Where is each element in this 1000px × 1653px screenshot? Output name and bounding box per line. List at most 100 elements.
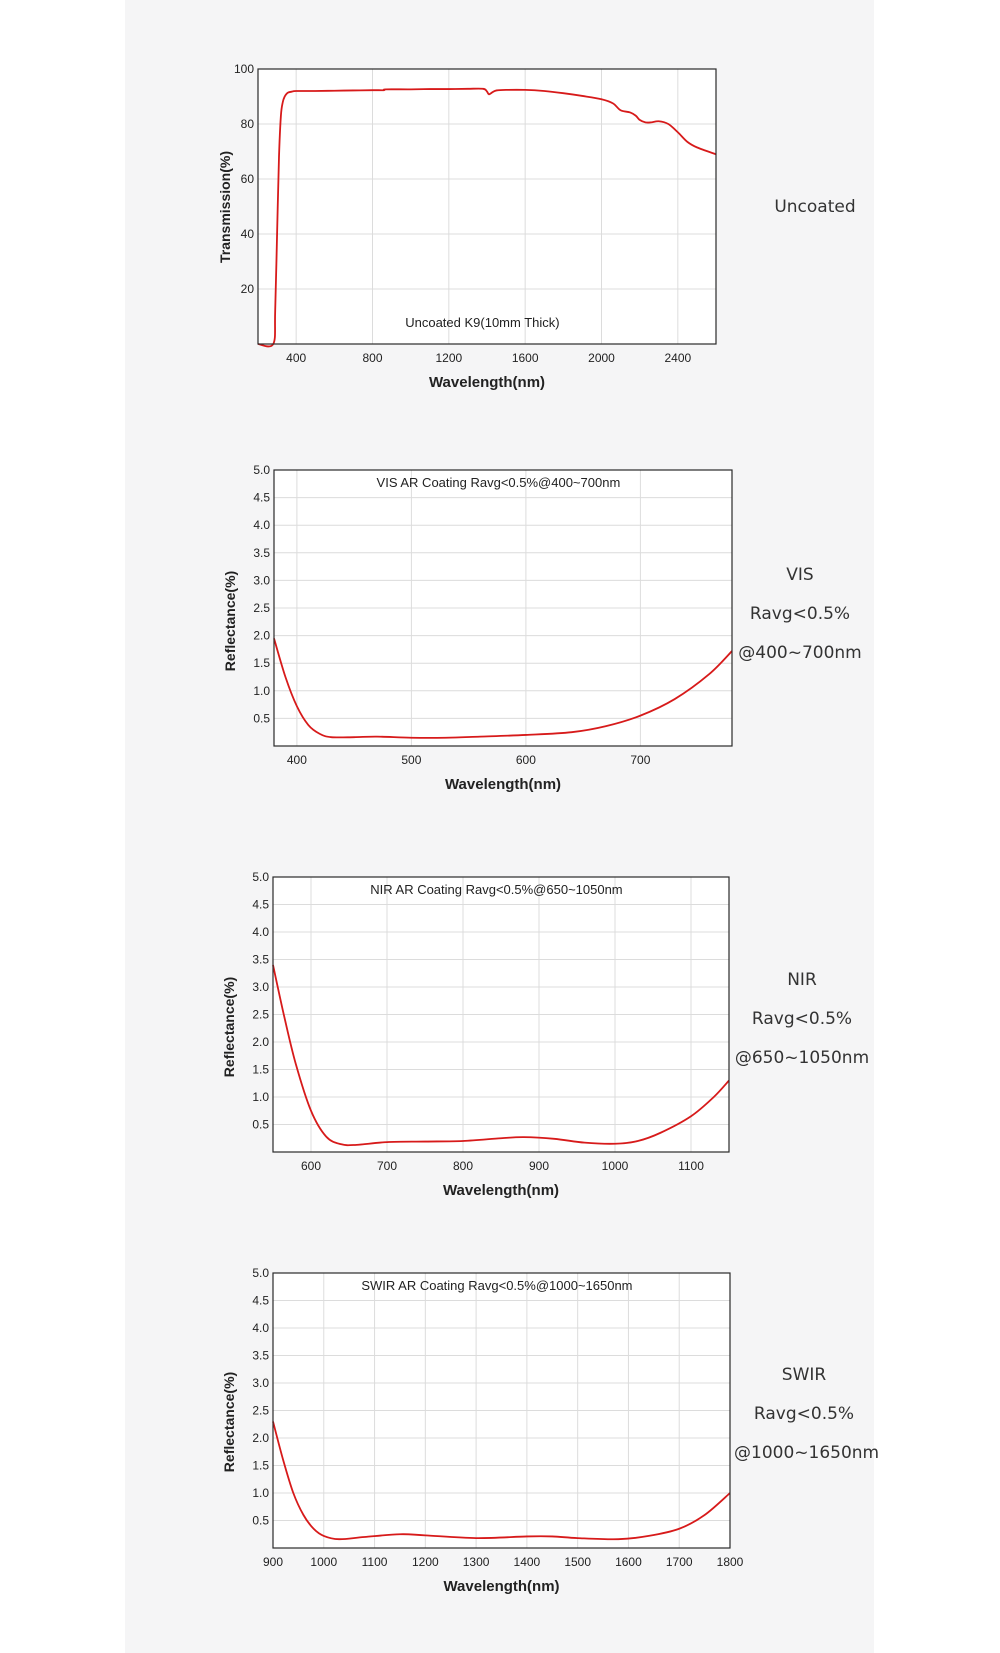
- x-tick-label: 600: [516, 753, 536, 767]
- chart-svg-uncoated: 400 800 1200 1600 2000 2400 20 40 60 80 100 Uncoate…: [217, 62, 717, 391]
- y-tick-label: 2.0: [252, 1035, 269, 1049]
- side-label-line: Ravg<0.5%: [749, 604, 851, 624]
- x-tick-label: 1000: [602, 1159, 629, 1173]
- y-tick-label: 3.0: [252, 1376, 269, 1390]
- y-tick-label: 20: [241, 282, 255, 296]
- side-label-nir: NIR Ravg<0.5% @650~1050nm: [732, 972, 872, 1067]
- y-axis-label: Reflectance(%): [222, 571, 238, 671]
- y-tick-label: 3.5: [252, 953, 269, 967]
- side-label-vis: VIS Ravg<0.5% @400~700nm: [730, 567, 870, 662]
- x-tick-label: 1800: [717, 1555, 744, 1569]
- y-axis-label: Reflectance(%): [221, 1372, 237, 1472]
- y-tick-label: 60: [241, 172, 255, 186]
- x-tick-label: 1100: [362, 1555, 388, 1569]
- chart-svg-swir: 900 1000 1100 1200 1300 1400 1500 1600 1700 1800 0…: [221, 1266, 744, 1595]
- chart-title: Uncoated K9(10mm Thick): [405, 315, 559, 330]
- y-tick-label: 0.5: [252, 1514, 269, 1528]
- y-tick-label: 2.0: [252, 1431, 269, 1445]
- y-tick-label: 5.0: [252, 870, 269, 884]
- x-tick-label: 1600: [615, 1555, 642, 1569]
- x-tick-label: 800: [453, 1159, 473, 1173]
- plot-frame: [257, 68, 717, 345]
- side-label-line: @400~700nm: [738, 643, 862, 663]
- y-tick-label: 100: [234, 62, 254, 76]
- y-tick-label: 2.5: [253, 601, 270, 615]
- x-tick-label: 1300: [463, 1555, 490, 1569]
- y-tick-label: 2.5: [252, 1404, 269, 1418]
- x-tick-label: 1100: [678, 1159, 704, 1173]
- x-tick-label: 800: [362, 351, 382, 365]
- side-label-line: @650~1050nm: [734, 1048, 870, 1068]
- y-tick-label: 40: [241, 227, 255, 241]
- x-tick-label: 1000: [310, 1555, 337, 1569]
- y-axis-label: Reflectance(%): [221, 977, 237, 1077]
- plot-frame: [272, 1272, 731, 1549]
- y-tick-label: 5.0: [253, 463, 270, 477]
- y-tick-label: 3.5: [253, 546, 270, 560]
- x-tick-label: 400: [287, 753, 307, 767]
- y-tick-label: 4.0: [253, 518, 270, 532]
- plot-frame: [272, 876, 730, 1153]
- side-label-line: NIR: [787, 970, 817, 990]
- x-tick-label: 1400: [514, 1555, 541, 1569]
- side-label-uncoated: Uncoated: [745, 199, 885, 216]
- y-axis-label: Transmission(%): [217, 151, 233, 263]
- x-tick-label: 1700: [666, 1555, 693, 1569]
- x-tick-label: 700: [630, 753, 650, 767]
- x-tick-label: 2400: [664, 351, 691, 365]
- y-tick-label: 2.0: [253, 629, 270, 643]
- side-label-line: @1000~1650nm: [734, 1443, 880, 1463]
- x-tick-label: 1200: [435, 351, 462, 365]
- y-tick-label: 4.0: [252, 1321, 269, 1335]
- y-tick-label: 4.5: [252, 898, 269, 912]
- series-line: [273, 638, 733, 739]
- chart-title: SWIR AR Coating Ravg<0.5%@1000~1650nm: [361, 1278, 632, 1293]
- y-tick-label: 1.5: [252, 1459, 269, 1473]
- series-line: [272, 964, 730, 1147]
- x-tick-label: 900: [263, 1555, 283, 1569]
- chart-nir: 600 700 800 900 1000 1100 0.5 1.0 1.5 2.0 2.5 3.0 3.…: [125, 800, 874, 1200]
- side-label-line: SWIR: [781, 1365, 827, 1385]
- x-tick-label: 2000: [588, 351, 615, 365]
- y-tick-label: 0.5: [252, 1118, 269, 1132]
- x-axis-label: Wavelength(nm): [429, 374, 545, 391]
- x-axis-label: Wavelength(nm): [443, 1578, 559, 1595]
- chart-svg-nir: 600 700 800 900 1000 1100 0.5 1.0 1.5 2.0 2.5 3.0 3.…: [221, 870, 730, 1199]
- chart-title: NIR AR Coating Ravg<0.5%@650~1050nm: [370, 882, 622, 897]
- y-tick-label: 1.5: [253, 656, 270, 670]
- y-tick-label: 4.5: [253, 491, 270, 505]
- x-tick-label: 900: [529, 1159, 549, 1173]
- series-line: [257, 87, 717, 348]
- y-tick-label: 3.0: [253, 573, 270, 587]
- x-axis-label: Wavelength(nm): [443, 1182, 559, 1199]
- side-label-line: VIS: [786, 565, 814, 585]
- y-tick-label: 2.5: [252, 1008, 269, 1022]
- y-tick-label: 80: [241, 117, 255, 131]
- y-tick-label: 4.5: [252, 1294, 269, 1308]
- side-label-line: Ravg<0.5%: [753, 1404, 855, 1424]
- x-axis-label: Wavelength(nm): [445, 776, 561, 793]
- chart-vis: 400 500 600 700 0.5 1.0 1.5 2.0 2.5 3.0 3.5 4.0 4.5 5…: [125, 400, 874, 800]
- series-line: [272, 1421, 731, 1541]
- x-tick-label: 400: [286, 351, 306, 365]
- chart-svg-vis: 400 500 600 700 0.5 1.0 1.5 2.0 2.5 3.0 3.5 4.0 4.5 5…: [222, 463, 733, 793]
- side-label-line: Uncoated: [774, 197, 856, 217]
- x-tick-label: 1200: [412, 1555, 439, 1569]
- y-tick-label: 1.0: [252, 1090, 269, 1104]
- chart-swir: 900 1000 1100 1200 1300 1400 1500 1600 1700 1800 0…: [125, 1200, 880, 1653]
- y-tick-label: 5.0: [252, 1266, 269, 1280]
- chart-uncoated: 400 800 1200 1600 2000 2400 20 40 60 80 100 Uncoate…: [125, 0, 874, 400]
- y-tick-label: 1.0: [253, 684, 270, 698]
- x-tick-label: 500: [401, 753, 421, 767]
- y-tick-label: 3.5: [252, 1349, 269, 1363]
- y-tick-label: 4.0: [252, 925, 269, 939]
- y-tick-label: 1.5: [252, 1063, 269, 1077]
- y-tick-label: 3.0: [252, 980, 269, 994]
- plot-area: [258, 69, 716, 344]
- chart-title: VIS AR Coating Ravg<0.5%@400~700nm: [377, 475, 621, 490]
- y-tick-label: 0.5: [253, 711, 270, 725]
- y-tick-label: 1.0: [252, 1486, 269, 1500]
- x-tick-label: 1600: [512, 351, 539, 365]
- plot-frame: [273, 469, 733, 747]
- x-tick-label: 1500: [564, 1555, 591, 1569]
